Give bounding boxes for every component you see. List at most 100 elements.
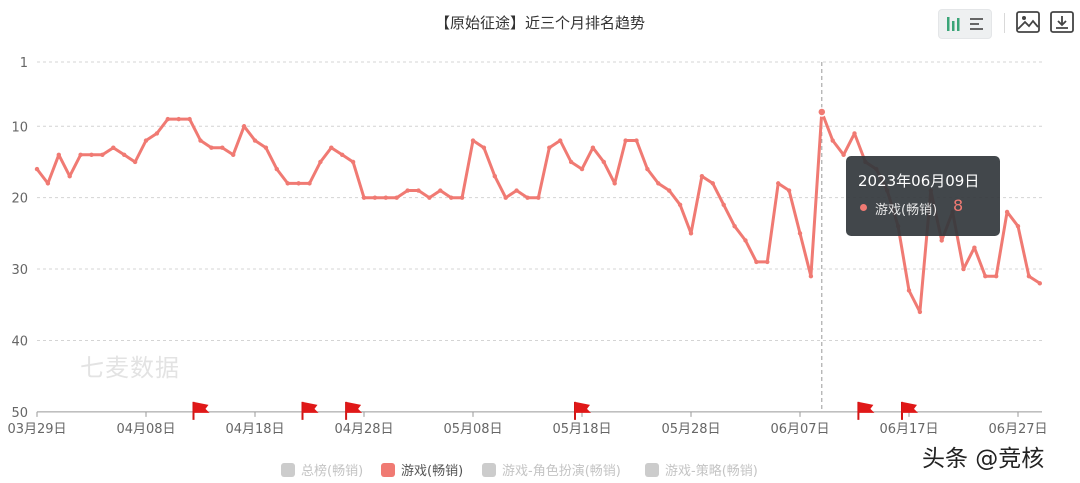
flag-icon[interactable]	[192, 401, 210, 420]
data-point[interactable]	[154, 131, 160, 136]
data-point[interactable]	[1026, 274, 1032, 279]
data-point[interactable]	[372, 195, 378, 200]
data-point[interactable]	[808, 274, 814, 279]
data-point[interactable]	[394, 195, 399, 200]
data-point[interactable]	[231, 152, 236, 158]
flag-icon[interactable]	[857, 401, 875, 420]
data-point[interactable]	[721, 202, 726, 207]
data-point[interactable]	[34, 166, 40, 172]
data-point[interactable]	[449, 195, 454, 200]
data-point[interactable]	[132, 159, 138, 165]
data-point[interactable]	[754, 259, 759, 265]
data-point[interactable]	[817, 107, 827, 117]
data-point[interactable]	[645, 166, 650, 172]
flag-icon[interactable]	[301, 401, 319, 420]
flag-icon[interactable]	[574, 401, 591, 420]
data-point[interactable]	[252, 138, 258, 143]
data-point[interactable]	[536, 195, 541, 200]
data-point[interactable]	[176, 116, 181, 122]
data-point[interactable]	[732, 224, 737, 229]
data-point[interactable]	[67, 174, 72, 179]
data-point[interactable]	[307, 181, 312, 186]
image-save-icon[interactable]	[1015, 9, 1041, 37]
data-point[interactable]	[514, 188, 519, 193]
data-point[interactable]	[688, 231, 694, 236]
bar-chart-icon[interactable]	[947, 17, 960, 31]
data-point[interactable]	[438, 188, 443, 193]
flag-icon[interactable]	[345, 401, 363, 420]
data-point[interactable]	[743, 238, 748, 243]
data-point[interactable]	[45, 181, 51, 186]
data-point[interactable]	[906, 288, 912, 293]
data-point[interactable]	[961, 266, 966, 272]
data-point[interactable]	[917, 309, 923, 315]
data-point[interactable]	[1004, 209, 1010, 215]
data-point[interactable]	[710, 181, 715, 186]
data-point[interactable]	[994, 274, 999, 279]
data-point[interactable]	[122, 152, 127, 158]
data-point[interactable]	[972, 245, 977, 250]
data-point[interactable]	[405, 188, 410, 193]
data-point[interactable]	[852, 131, 857, 136]
data-point[interactable]	[263, 145, 269, 150]
data-point[interactable]	[143, 138, 149, 143]
data-point[interactable]	[285, 181, 290, 186]
data-point[interactable]	[525, 195, 530, 200]
data-point[interactable]	[830, 138, 835, 143]
data-point[interactable]	[699, 174, 705, 179]
data-point[interactable]	[481, 145, 487, 150]
data-point[interactable]	[340, 152, 345, 158]
data-point[interactable]	[274, 166, 279, 172]
data-point[interactable]	[187, 116, 192, 122]
data-point[interactable]	[78, 152, 83, 158]
data-point[interactable]	[1015, 224, 1021, 229]
data-point[interactable]	[841, 152, 846, 158]
data-point[interactable]	[220, 145, 225, 150]
data-point[interactable]	[634, 138, 639, 143]
legend-item-strategy[interactable]: 游戏-策略(畅销)	[645, 460, 758, 479]
view-toggle[interactable]	[938, 9, 992, 39]
data-point[interactable]	[318, 159, 323, 165]
data-point[interactable]	[241, 124, 247, 129]
data-point[interactable]	[939, 238, 944, 243]
data-point[interactable]	[656, 181, 661, 186]
data-point[interactable]	[383, 195, 388, 200]
data-point[interactable]	[470, 138, 476, 143]
data-point[interactable]	[198, 138, 203, 143]
data-point[interactable]	[601, 159, 606, 165]
data-point[interactable]	[427, 195, 432, 200]
data-point[interactable]	[296, 181, 301, 186]
data-point[interactable]	[111, 145, 116, 150]
download-icon[interactable]	[1049, 9, 1075, 37]
data-point[interactable]	[786, 188, 792, 193]
data-point[interactable]	[776, 181, 781, 186]
data-point[interactable]	[568, 159, 574, 165]
data-point[interactable]	[612, 181, 617, 186]
data-point[interactable]	[797, 231, 803, 236]
data-point[interactable]	[209, 145, 214, 150]
data-point[interactable]	[492, 174, 497, 179]
data-point[interactable]	[623, 138, 628, 143]
data-point[interactable]	[350, 159, 356, 165]
legend-item-rpg[interactable]: 游戏-角色扮演(畅销)	[482, 460, 621, 479]
data-point[interactable]	[459, 195, 465, 200]
data-point[interactable]	[361, 195, 367, 200]
data-point[interactable]	[100, 152, 105, 158]
data-point[interactable]	[416, 188, 421, 193]
data-point[interactable]	[579, 166, 585, 172]
data-point[interactable]	[503, 195, 508, 200]
data-point[interactable]	[765, 259, 770, 265]
data-point[interactable]	[983, 274, 988, 279]
legend-item-game[interactable]: 游戏(畅销)	[381, 460, 463, 479]
data-point[interactable]	[558, 138, 563, 143]
flag-icon[interactable]	[901, 401, 918, 420]
data-point[interactable]	[547, 145, 552, 150]
data-point[interactable]	[89, 152, 94, 158]
legend-item-overall[interactable]: 总榜(畅销)	[281, 460, 363, 479]
data-point[interactable]	[56, 152, 61, 158]
data-point[interactable]	[590, 145, 596, 150]
data-point[interactable]	[677, 202, 683, 207]
data-point[interactable]	[667, 188, 672, 193]
data-point[interactable]	[329, 145, 334, 150]
list-icon[interactable]	[970, 18, 983, 30]
